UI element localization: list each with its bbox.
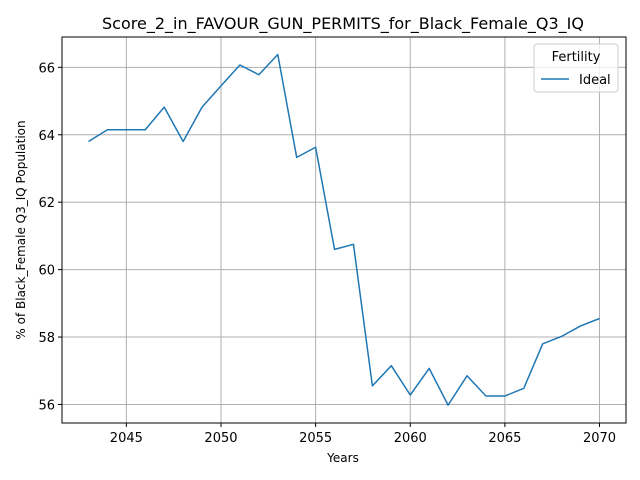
y-tick-label: 66 [38,61,55,76]
x-tick-label: 2065 [488,431,521,446]
legend-title: Fertility [552,50,601,65]
y-tick-label: 56 [38,398,55,413]
y-tick-label: 64 [38,129,55,144]
x-tick-label: 2060 [394,431,427,446]
plot-frame [61,36,627,424]
x-tick-label: 2055 [299,431,332,446]
x-axis-ticks: 2045 2050 2055 2060 2065 2070 [110,423,616,446]
y-tick-label: 62 [38,196,55,211]
x-axis-label: Years [326,451,359,465]
chart-title: Score_2_in_FAVOUR_GUN_PERMITS_for_Black_… [102,14,584,34]
x-tick-label: 2070 [583,431,616,446]
y-tick-label: 58 [38,331,55,346]
y-axis-label: % of Black_Female Q3_IQ Population [14,120,28,339]
y-tick-label: 60 [38,264,55,279]
grid [62,37,626,423]
y-axis-ticks: 56 58 60 62 64 66 [38,61,62,413]
legend-box [533,43,619,93]
series-line-ideal [88,53,600,406]
legend: Fertility Ideal [533,43,619,93]
x-tick-label: 2050 [204,431,237,446]
x-tick-label: 2045 [110,431,143,446]
legend-label-ideal: Ideal [579,73,611,88]
series-layer [88,53,600,406]
